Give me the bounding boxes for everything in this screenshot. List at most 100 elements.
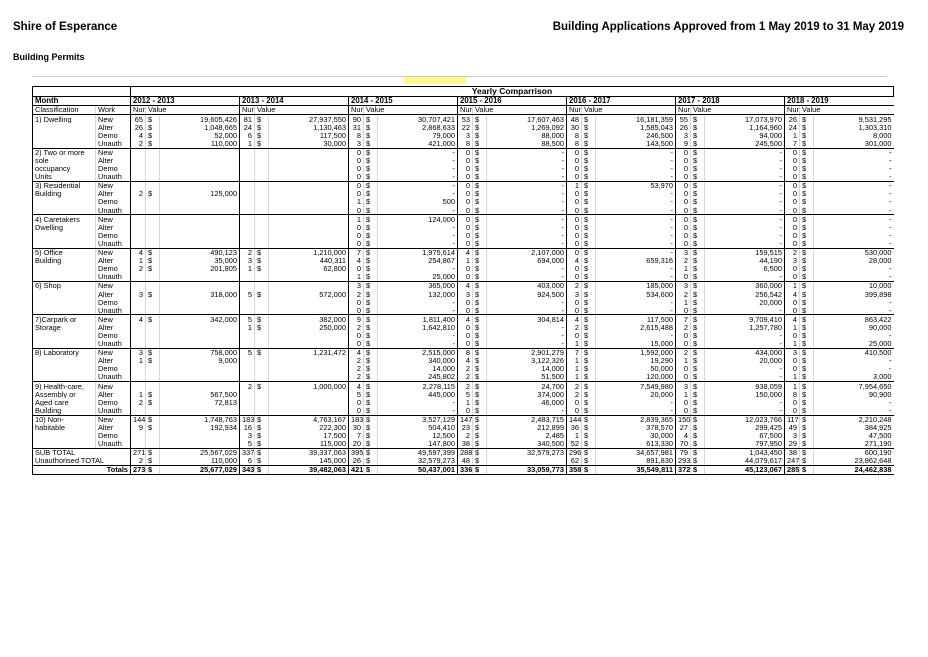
currency-cell: $ [581, 223, 596, 232]
num-header: Num [675, 105, 691, 116]
num-cell: 0 [457, 239, 473, 249]
value-cell [268, 390, 349, 399]
value-cell: - [486, 339, 567, 349]
classification-label [32, 264, 96, 273]
value-cell [159, 223, 240, 232]
currency-cell: $ [690, 423, 705, 432]
value-cell: - [377, 206, 458, 216]
currency-cell: $ [145, 139, 160, 149]
table-row: Storage Alter 1 $250,000 2 $1,642,810 0 $ -2 $2,6… [32, 323, 894, 332]
value-cell: 1,231,472 [268, 348, 349, 357]
currency-cell: $ [363, 390, 378, 399]
num-cell [239, 198, 255, 207]
classification-label [32, 123, 96, 132]
num-cell: 3 [566, 290, 582, 299]
value-cell [159, 231, 240, 240]
currency-cell: $ [581, 314, 596, 324]
num-cell: 1 [348, 272, 364, 283]
work-header: Work [95, 105, 131, 116]
num-cell: 0 [784, 406, 800, 416]
value-cell: - [595, 148, 676, 157]
value-cell: - [377, 156, 458, 165]
value-cell: 49,597,399 [377, 448, 458, 458]
num-cell: 3 [784, 348, 800, 357]
currency-cell [145, 373, 160, 383]
value-cell: 110,000 [159, 139, 240, 149]
currency-cell: $ [254, 415, 269, 424]
value-cell [159, 156, 240, 165]
currency-cell [254, 164, 269, 173]
classification-label: 4) Caretakers [32, 214, 96, 224]
work-label: New [95, 415, 131, 424]
num-cell: 55 [675, 114, 691, 124]
num-cell [239, 331, 255, 340]
num-header: Num [457, 105, 473, 116]
value-cell [159, 365, 240, 374]
currency-cell: $ [799, 298, 814, 307]
classification-label: 5) Office [32, 248, 96, 257]
currency-cell: $ [363, 164, 378, 173]
currency-cell: $ [472, 323, 487, 332]
currency-cell: $ [145, 390, 160, 399]
value-cell: - [813, 331, 894, 340]
currency-cell: $ [690, 148, 705, 157]
num-cell: 2 [566, 381, 582, 391]
num-cell: 4 [784, 290, 800, 299]
currency-cell: $ [363, 298, 378, 307]
currency-cell: $ [472, 190, 487, 199]
num-cell: 2 [130, 190, 146, 199]
value-cell: - [813, 398, 894, 407]
value-cell: - [704, 373, 785, 383]
num-cell: 0 [566, 214, 582, 224]
value-cell [268, 206, 349, 216]
value-cell: - [813, 198, 894, 207]
value-cell: 246,500 [595, 131, 676, 140]
value-cell [268, 306, 349, 316]
value-cell: 15,000 [595, 339, 676, 349]
num-cell: 49 [784, 423, 800, 432]
currency-cell: $ [472, 314, 487, 324]
value-cell: - [595, 223, 676, 232]
currency-cell: $ [799, 114, 814, 124]
value-cell [159, 239, 240, 249]
currency-cell: $ [581, 172, 596, 182]
classification-label [32, 206, 96, 216]
num-cell: 5 [239, 348, 255, 357]
value-cell: 24,462,838 [813, 465, 894, 476]
currency-cell: $ [254, 114, 269, 124]
value-cell: 8,000 [813, 131, 894, 140]
num-cell: 62 [566, 457, 582, 467]
currency-cell: $ [254, 439, 269, 449]
currency-cell: $ [581, 356, 596, 365]
currency-cell: $ [799, 156, 814, 165]
num-cell: 1 [784, 373, 800, 383]
currency-cell: $ [690, 206, 705, 216]
num-cell: 0 [566, 331, 582, 340]
num-cell: 0 [784, 172, 800, 182]
value-cell: 1,164,960 [704, 123, 785, 132]
value-cell: - [377, 231, 458, 240]
num-cell: 0 [566, 264, 582, 273]
currency-cell: $ [254, 314, 269, 324]
num-cell: 1 [784, 281, 800, 291]
num-cell [239, 190, 255, 199]
table-row: 3) Residential New 0 $ -0 $ -1 $53,970 0 $ -0 $ - [32, 181, 894, 191]
currency-cell: $ [799, 348, 814, 357]
work-label: Demo [95, 331, 131, 340]
classification-label [32, 365, 96, 374]
currency-cell: $ [254, 431, 269, 440]
work-label: New [95, 214, 131, 224]
year-header: 2018 - 2019 [784, 95, 894, 107]
value-cell: 72,813 [159, 398, 240, 407]
table-row: 10) Non- New 144 $1,748,763 183 $4,763,167 183… [32, 415, 894, 424]
currency-cell: $ [690, 239, 705, 249]
value-cell: 90,000 [813, 323, 894, 332]
num-cell: 8 [566, 139, 582, 149]
num-cell: 4 [130, 248, 146, 257]
num-cell: 0 [675, 231, 691, 240]
num-cell [130, 406, 146, 416]
work-label: Demo [95, 298, 131, 307]
currency-cell: $ [799, 439, 814, 449]
num-cell: 4 [348, 381, 364, 391]
num-cell: 1 [566, 365, 582, 374]
